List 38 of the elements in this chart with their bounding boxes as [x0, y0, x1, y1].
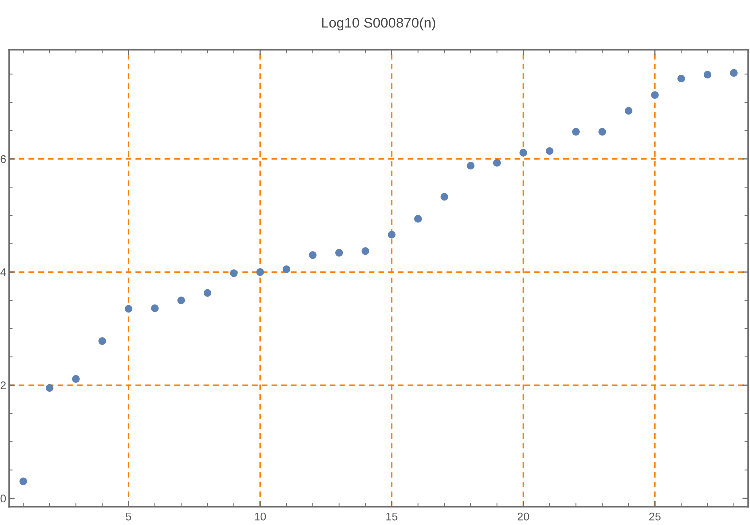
point [467, 162, 475, 170]
y-tick-label: 6 [0, 155, 6, 164]
point [178, 296, 186, 304]
x-tick-label: 5 [126, 512, 132, 521]
point [336, 249, 344, 257]
point [598, 128, 606, 136]
point [362, 248, 370, 256]
point [309, 252, 317, 260]
point [440, 193, 448, 201]
point [651, 91, 659, 100]
point [625, 107, 633, 115]
point [256, 268, 264, 276]
point [151, 304, 159, 312]
y-tick-label: 4 [0, 268, 6, 276]
y-tick-label: 2 [0, 382, 6, 390]
point [730, 69, 738, 77]
point [282, 266, 290, 274]
point [72, 375, 80, 383]
chart-title: Log10 S000870(n) [322, 18, 436, 31]
x-tick-label: 15 [386, 512, 398, 521]
point [388, 231, 396, 239]
point [230, 270, 238, 278]
point [704, 71, 712, 79]
point [678, 75, 686, 83]
point [20, 478, 28, 486]
x-tick-label: 20 [518, 512, 530, 521]
point [520, 149, 528, 157]
point [493, 159, 502, 167]
point [204, 289, 212, 298]
point [546, 147, 554, 156]
x-tick-label: 25 [650, 512, 661, 521]
point [572, 128, 580, 136]
point [98, 337, 106, 346]
point [46, 384, 54, 392]
x-tick-label: 10 [255, 512, 266, 521]
y-tick-label: 0 [0, 494, 6, 503]
point [414, 215, 422, 223]
point [124, 305, 133, 313]
